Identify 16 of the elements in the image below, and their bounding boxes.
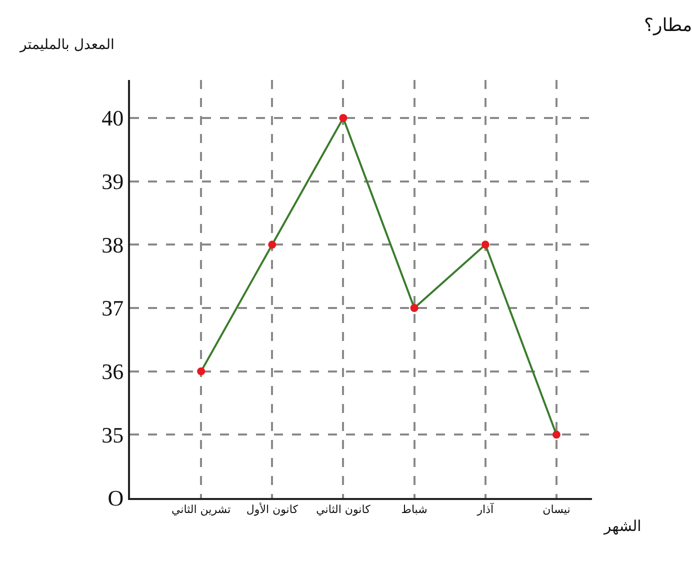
- y-tick-label: 39: [102, 169, 124, 194]
- y-tick-label: 37: [102, 296, 124, 321]
- x-tick-label: نيسان: [542, 503, 570, 516]
- y-axis-title: المعدل بالمليمتر: [19, 37, 114, 53]
- x-tick-label: كانون الأول: [246, 502, 299, 516]
- x-tick-label: تشرين الثاني: [171, 503, 231, 516]
- y-tick-label: 35: [102, 422, 124, 448]
- x-axis-title: الشهر: [603, 517, 642, 535]
- y-tick-label: 38: [102, 232, 124, 258]
- y-tick-label: 40: [102, 106, 124, 131]
- x-tick-label: كانون الثاني: [316, 503, 372, 516]
- x-tick-label: شباط: [401, 503, 428, 516]
- y-tick-label: 36: [102, 359, 124, 384]
- x-tick-label: آذار: [476, 502, 494, 516]
- text: مطار؟: [644, 15, 692, 36]
- y-tick-label: O: [108, 486, 124, 511]
